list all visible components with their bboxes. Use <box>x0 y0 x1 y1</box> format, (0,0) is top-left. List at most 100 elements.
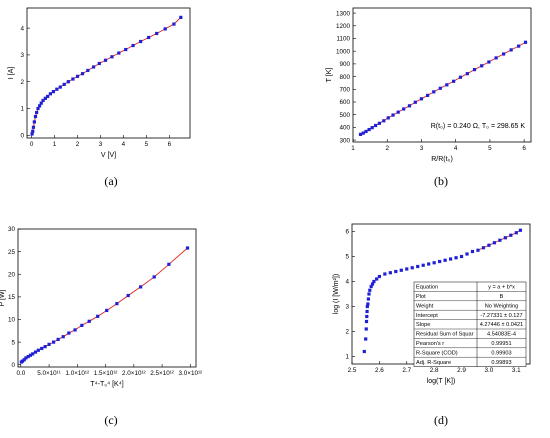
plot-frame <box>17 228 197 368</box>
data-point <box>452 79 456 83</box>
data-point <box>152 275 156 279</box>
data-point <box>51 90 56 94</box>
data-point <box>131 43 135 48</box>
data-point <box>492 241 496 245</box>
data-point <box>405 267 409 271</box>
data-point <box>46 94 50 99</box>
y-tick-label: 500 <box>339 112 350 119</box>
data-point <box>48 92 53 96</box>
data-point <box>139 285 143 289</box>
data-point <box>487 243 491 247</box>
data-point <box>373 123 378 128</box>
data-point <box>91 65 96 69</box>
data-point <box>386 116 390 120</box>
data-point <box>73 328 77 332</box>
x-tick-label: 2.0×10¹² <box>122 370 146 377</box>
data-point <box>399 268 403 272</box>
data-point <box>438 86 442 90</box>
data-point <box>514 231 518 235</box>
y-tick-label: 6 <box>345 229 349 236</box>
data-point <box>396 110 400 114</box>
table-cell-value: 0.99951 <box>491 341 511 347</box>
data-point <box>103 58 108 62</box>
y-tick-label: 10 <box>8 317 16 324</box>
y-tick-label: 600 <box>339 99 350 106</box>
data-point <box>55 87 59 91</box>
y-axis-label: I [A] <box>8 67 15 80</box>
x-tick-label: 3 <box>420 145 424 152</box>
x-tick-label: 1 <box>53 141 57 148</box>
data-point <box>358 132 363 136</box>
table-cell-value: 0.99893 <box>491 360 511 366</box>
data-point <box>115 302 119 306</box>
x-tick-label: 2.6 <box>375 367 384 374</box>
y-tick-label: 1200 <box>336 23 351 30</box>
data-point <box>372 279 376 284</box>
data-point <box>394 269 398 274</box>
x-tick-label: 5.0×10¹¹ <box>37 370 61 377</box>
x-tick-label: 1.5×10¹² <box>94 370 118 377</box>
x-axis-label: T⁴-T₀⁴ [K⁴] <box>90 381 123 388</box>
table-cell-value: B <box>500 294 504 300</box>
data-point <box>388 271 392 275</box>
x-tick-label: 4 <box>122 141 126 148</box>
data-point <box>419 97 424 101</box>
data-point <box>480 64 484 68</box>
data-point <box>56 337 60 341</box>
table-cell-label: Residual Sum of Squar <box>416 332 474 338</box>
data-point <box>407 104 412 108</box>
data-point <box>71 77 75 81</box>
data-point <box>362 349 366 354</box>
y-axis-label: T [K] <box>326 68 333 83</box>
x-tick-label: 2.9 <box>457 367 466 374</box>
data-point <box>366 302 370 306</box>
data-point <box>97 61 101 66</box>
table-cell-label: R-Square (COD) <box>416 350 458 356</box>
data-point <box>96 314 100 318</box>
panel-c: 0.0 5.0×10¹¹ 1.0×10¹² 1.5×10¹² 2.0×10¹² 2.5×1… <box>0 226 202 427</box>
data-point <box>391 113 395 117</box>
data-point <box>509 233 513 237</box>
x-axis-label: R/R(t₀) <box>431 156 453 163</box>
plot-frame <box>26 7 191 139</box>
x-tick-label: 2.8 <box>430 367 439 374</box>
data-point <box>413 100 417 104</box>
data-point <box>427 262 431 266</box>
data-point <box>377 121 381 125</box>
data-point <box>369 284 373 289</box>
data-point <box>517 44 521 48</box>
data-point <box>523 40 528 44</box>
table-cell-label: Intercept <box>416 313 438 319</box>
table-cell-value: 0.99903 <box>491 350 511 356</box>
x-tick-label: 2 <box>76 141 80 148</box>
table-cell-label: Weight <box>416 303 434 309</box>
panel-caption: (b) <box>434 174 448 188</box>
data-point <box>487 60 491 64</box>
data-point <box>167 262 171 266</box>
data-point <box>26 354 30 359</box>
x-tick-label: 2.7 <box>402 367 411 374</box>
data-point <box>367 292 371 296</box>
data-point <box>30 132 34 136</box>
y-tick-label: 3 <box>20 52 24 59</box>
panel-d: 2.5 2.6 2.7 2.8 2.9 3.0 3.1 1 2 3 4 5 6 log(T [K]) log… <box>333 223 531 427</box>
data-point <box>80 323 84 327</box>
x-tick-label: 2.5 <box>348 367 357 374</box>
data-point <box>364 337 368 341</box>
y-tick-label: 2 <box>345 329 349 336</box>
data-point <box>20 359 25 363</box>
data-point <box>421 263 425 267</box>
y-tick-label: 1300 <box>336 10 351 17</box>
fit-table <box>413 281 527 367</box>
fit-annotation: R(t₀) = 0.240 Ω, T₀ = 298.65 K <box>431 123 526 130</box>
data-point <box>110 55 114 59</box>
data-point <box>432 90 436 94</box>
data-point <box>66 80 70 84</box>
data-point <box>40 346 44 351</box>
data-point <box>465 72 469 76</box>
panel-caption: (a) <box>104 174 117 188</box>
y-tick-label: 4 <box>20 25 24 32</box>
data-point <box>365 314 369 319</box>
y-tick-label: 300 <box>339 137 350 144</box>
data-point <box>147 35 151 40</box>
